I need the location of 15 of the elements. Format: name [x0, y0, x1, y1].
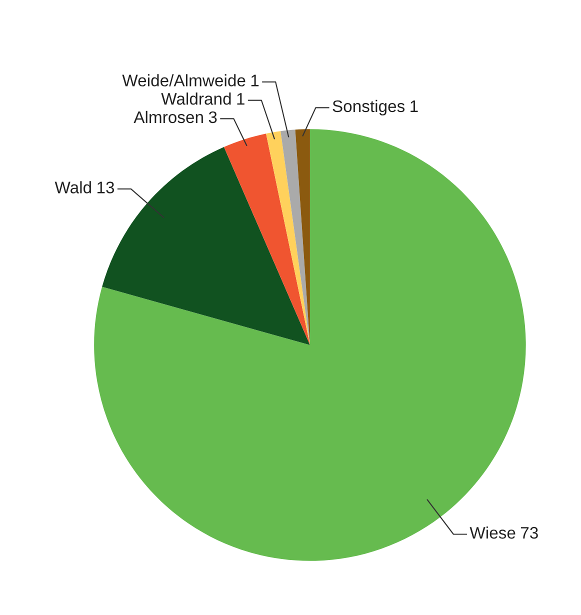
- slice-label: Wiese: [470, 526, 516, 539]
- slice-label: Waldrand: [161, 92, 231, 105]
- data-label: 1: [410, 100, 418, 112]
- slice-label: Wald: [54, 181, 91, 194]
- pie-slice: [266, 131, 310, 346]
- data-label: 3: [208, 111, 217, 124]
- slice-label: Sonstiges: [332, 100, 405, 116]
- data-label: 73: [520, 526, 538, 539]
- data-label: 1: [251, 74, 259, 86]
- slice-label: Almrosen: [134, 110, 203, 124]
- pie-slice: [224, 134, 310, 346]
- data-label: 1: [237, 93, 244, 105]
- data-label: 13: [98, 182, 114, 194]
- slice-label: Weide/Almweide: [122, 74, 246, 86]
- pie-slice: [280, 130, 310, 346]
